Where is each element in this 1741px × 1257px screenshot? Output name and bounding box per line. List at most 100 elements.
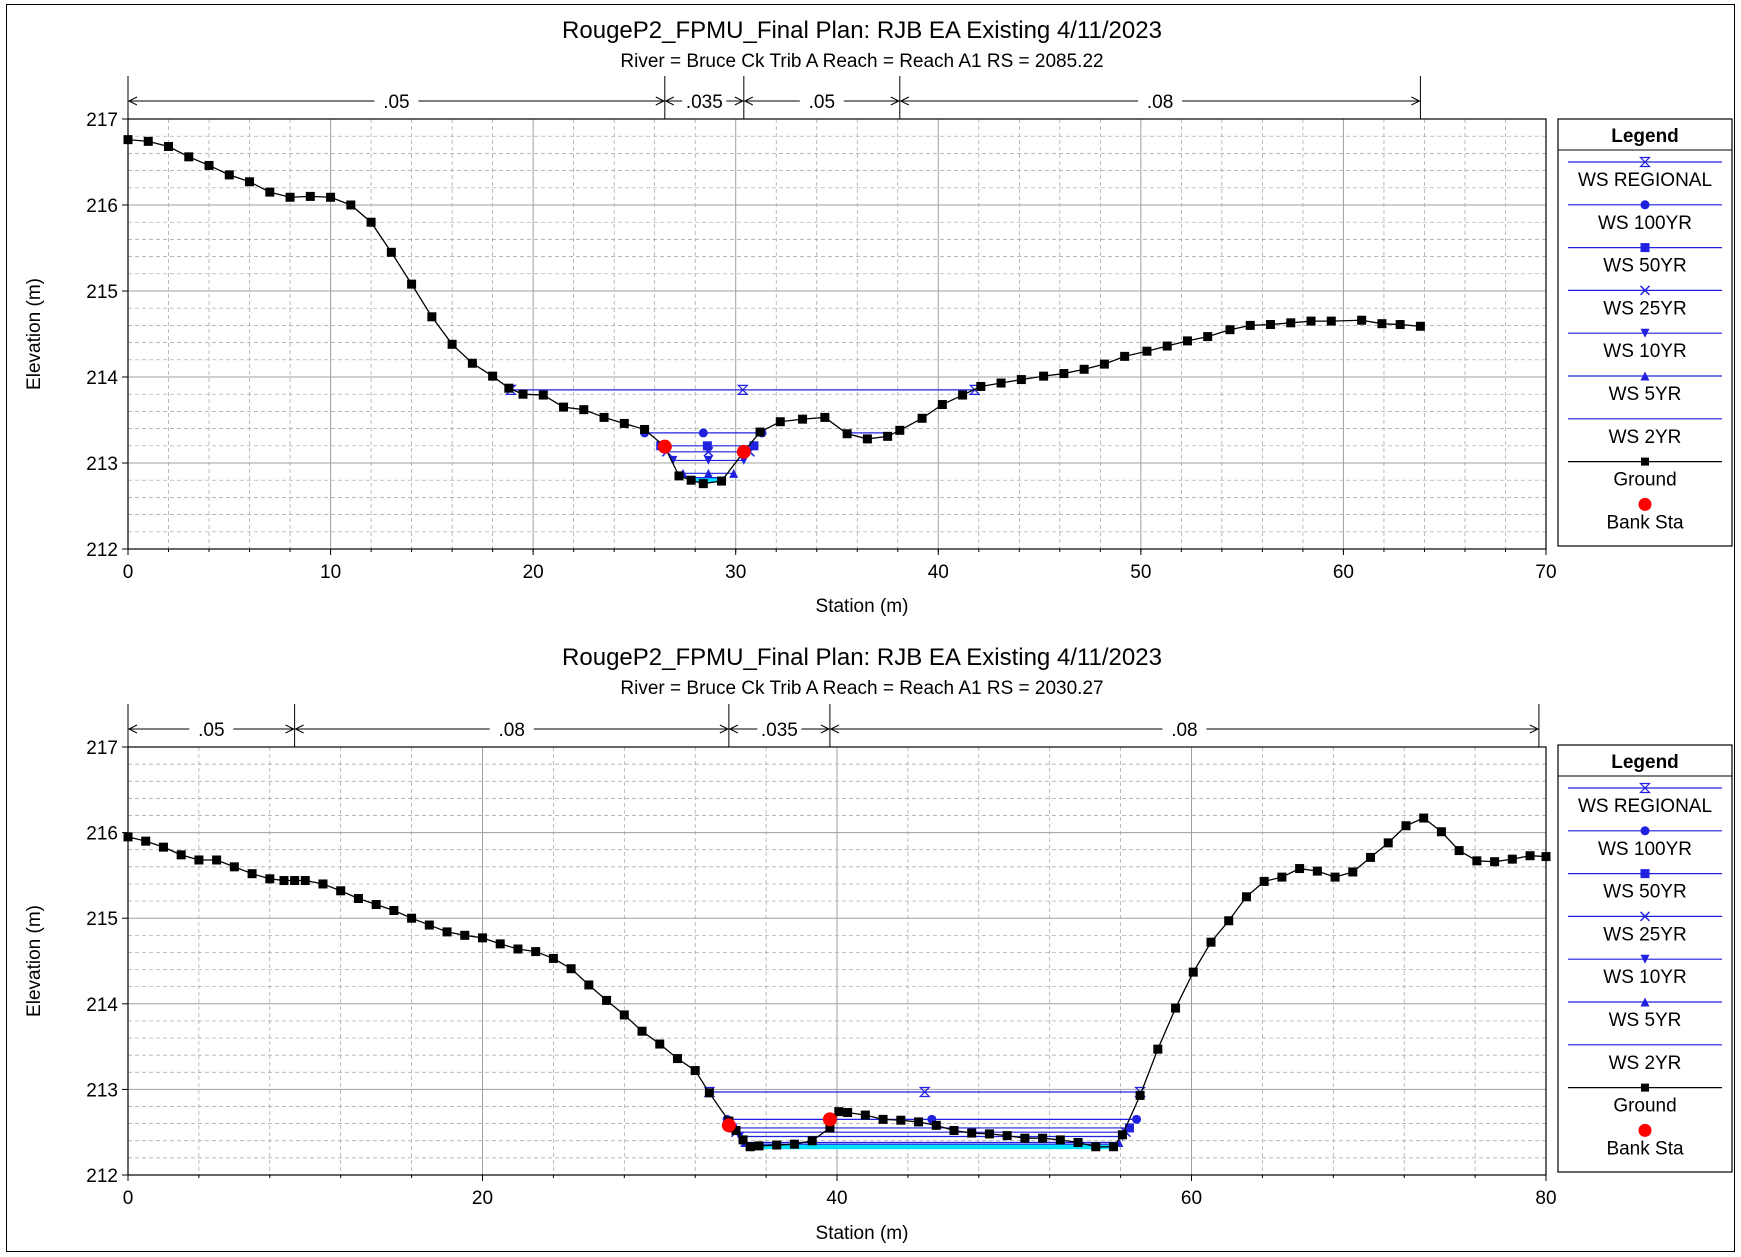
- ground-point: [1142, 346, 1152, 356]
- ground-point: [389, 905, 399, 915]
- y-tick-label: 216: [86, 196, 118, 217]
- ground-point: [176, 850, 186, 860]
- ground-point: [640, 424, 650, 434]
- legend-entry-label: WS 25YR: [1603, 298, 1686, 319]
- ground-point: [224, 170, 234, 180]
- manning-arrow-left: [127, 724, 138, 734]
- ground-point: [1109, 1142, 1119, 1152]
- chart-subtitle: River = Bruce Ck Trib A Reach = Reach A1…: [620, 51, 1103, 72]
- ground-point: [1357, 315, 1367, 325]
- y-tick-label: 217: [86, 110, 118, 131]
- ground-point: [548, 953, 558, 963]
- x-tick-label: 70: [1535, 562, 1556, 583]
- ground-point: [1395, 320, 1405, 330]
- ground-point: [1245, 320, 1255, 330]
- ground-point: [495, 939, 505, 949]
- legend-entry-label: WS REGIONAL: [1578, 170, 1712, 191]
- manning-arrow-left: [728, 724, 739, 734]
- ground-point: [967, 1128, 977, 1138]
- manning-n-bar: .05 .035 .05 .08: [127, 76, 1421, 119]
- ground-point: [674, 471, 684, 481]
- ground-point: [655, 1039, 665, 1049]
- x-tick-label: 0: [123, 1188, 134, 1209]
- ground-point: [1059, 369, 1069, 379]
- ground-point: [949, 1125, 959, 1135]
- ground-point: [807, 1136, 817, 1146]
- y-tick-label: 217: [86, 738, 118, 759]
- ground-point: [1188, 967, 1198, 977]
- ground-point: [346, 200, 356, 210]
- legend-entry-label: WS 50YR: [1603, 882, 1686, 903]
- ground-point: [123, 135, 133, 145]
- y-tick-label: 216: [86, 824, 118, 845]
- y-tick-label: 214: [86, 995, 118, 1016]
- manning-label-bg: [757, 718, 802, 740]
- x-tick-label: 20: [472, 1188, 493, 1209]
- legend-swatch-bank: [1638, 497, 1652, 511]
- legend-swatch-marker: [1639, 782, 1651, 794]
- ground-point: [772, 1140, 782, 1150]
- manning-n-label: .08: [1147, 92, 1173, 113]
- ground-point: [1266, 320, 1276, 330]
- legend-entry-label: WS 5YR: [1609, 384, 1682, 405]
- manning-arrow-left: [743, 96, 754, 106]
- ground-point: [842, 429, 852, 439]
- manning-arrow-left: [127, 96, 138, 106]
- x-axis-label: Station (m): [816, 1223, 909, 1244]
- manning-n-label: .08: [1171, 720, 1197, 741]
- ground-point: [1073, 1137, 1083, 1147]
- ground-point: [1225, 325, 1235, 335]
- ground-point: [336, 886, 346, 896]
- ground-point: [531, 947, 541, 957]
- legend-swatch-marker: [1639, 911, 1651, 922]
- water-surface-marker: [1132, 1114, 1142, 1124]
- legend-entry-label: WS REGIONAL: [1578, 796, 1712, 817]
- ground-point: [843, 1108, 853, 1118]
- water-surface-marker: [749, 441, 759, 451]
- ground-point: [883, 431, 893, 441]
- ground-point: [158, 842, 168, 852]
- ground-point: [245, 177, 255, 187]
- ground-point: [672, 1054, 682, 1064]
- ground-point: [1224, 916, 1234, 926]
- legend-entry-label: WS 2YR: [1609, 427, 1682, 448]
- water-surface-marker: [736, 384, 749, 395]
- ground-point: [1490, 857, 1500, 867]
- ground-point: [1377, 319, 1387, 329]
- water-surface-marker: [703, 468, 713, 478]
- ground-point: [1002, 1131, 1012, 1141]
- ground-point: [745, 1142, 755, 1152]
- ground-point: [513, 944, 523, 954]
- legend-swatch-marker: [1640, 328, 1650, 338]
- ground-point: [504, 383, 514, 393]
- water-surface-marker: [729, 468, 739, 478]
- ground-point: [460, 930, 470, 940]
- y-tick-label: 213: [86, 1080, 118, 1101]
- legend-entry-label: WS 5YR: [1609, 1010, 1682, 1031]
- ground-point: [305, 191, 315, 201]
- x-tick-label: 20: [523, 562, 544, 583]
- legend-entry-label: WS 25YR: [1603, 924, 1686, 945]
- ground-point: [518, 389, 528, 399]
- ground-point: [754, 1141, 764, 1151]
- ground-point: [1330, 872, 1340, 882]
- ground-point: [1091, 1142, 1101, 1152]
- y-axis-label: Elevation (m): [24, 278, 45, 390]
- manning-label-bg: [374, 90, 419, 112]
- ground-point: [1312, 866, 1322, 876]
- legend-swatch-marker: [1640, 954, 1650, 964]
- ground-point: [1295, 864, 1305, 874]
- ground-point: [326, 192, 336, 202]
- ground-point: [1120, 351, 1130, 361]
- x-tick-label: 30: [725, 562, 746, 583]
- ground-point: [265, 187, 275, 197]
- ground-point: [143, 136, 153, 146]
- grid: [127, 746, 1547, 1176]
- ground-point: [265, 874, 275, 884]
- ground-point: [407, 279, 417, 289]
- ground-point: [1016, 375, 1026, 385]
- ground-point: [896, 1115, 906, 1125]
- ground-point: [1507, 854, 1517, 864]
- ground-point: [212, 855, 222, 865]
- manning-n-label: .035: [761, 720, 798, 741]
